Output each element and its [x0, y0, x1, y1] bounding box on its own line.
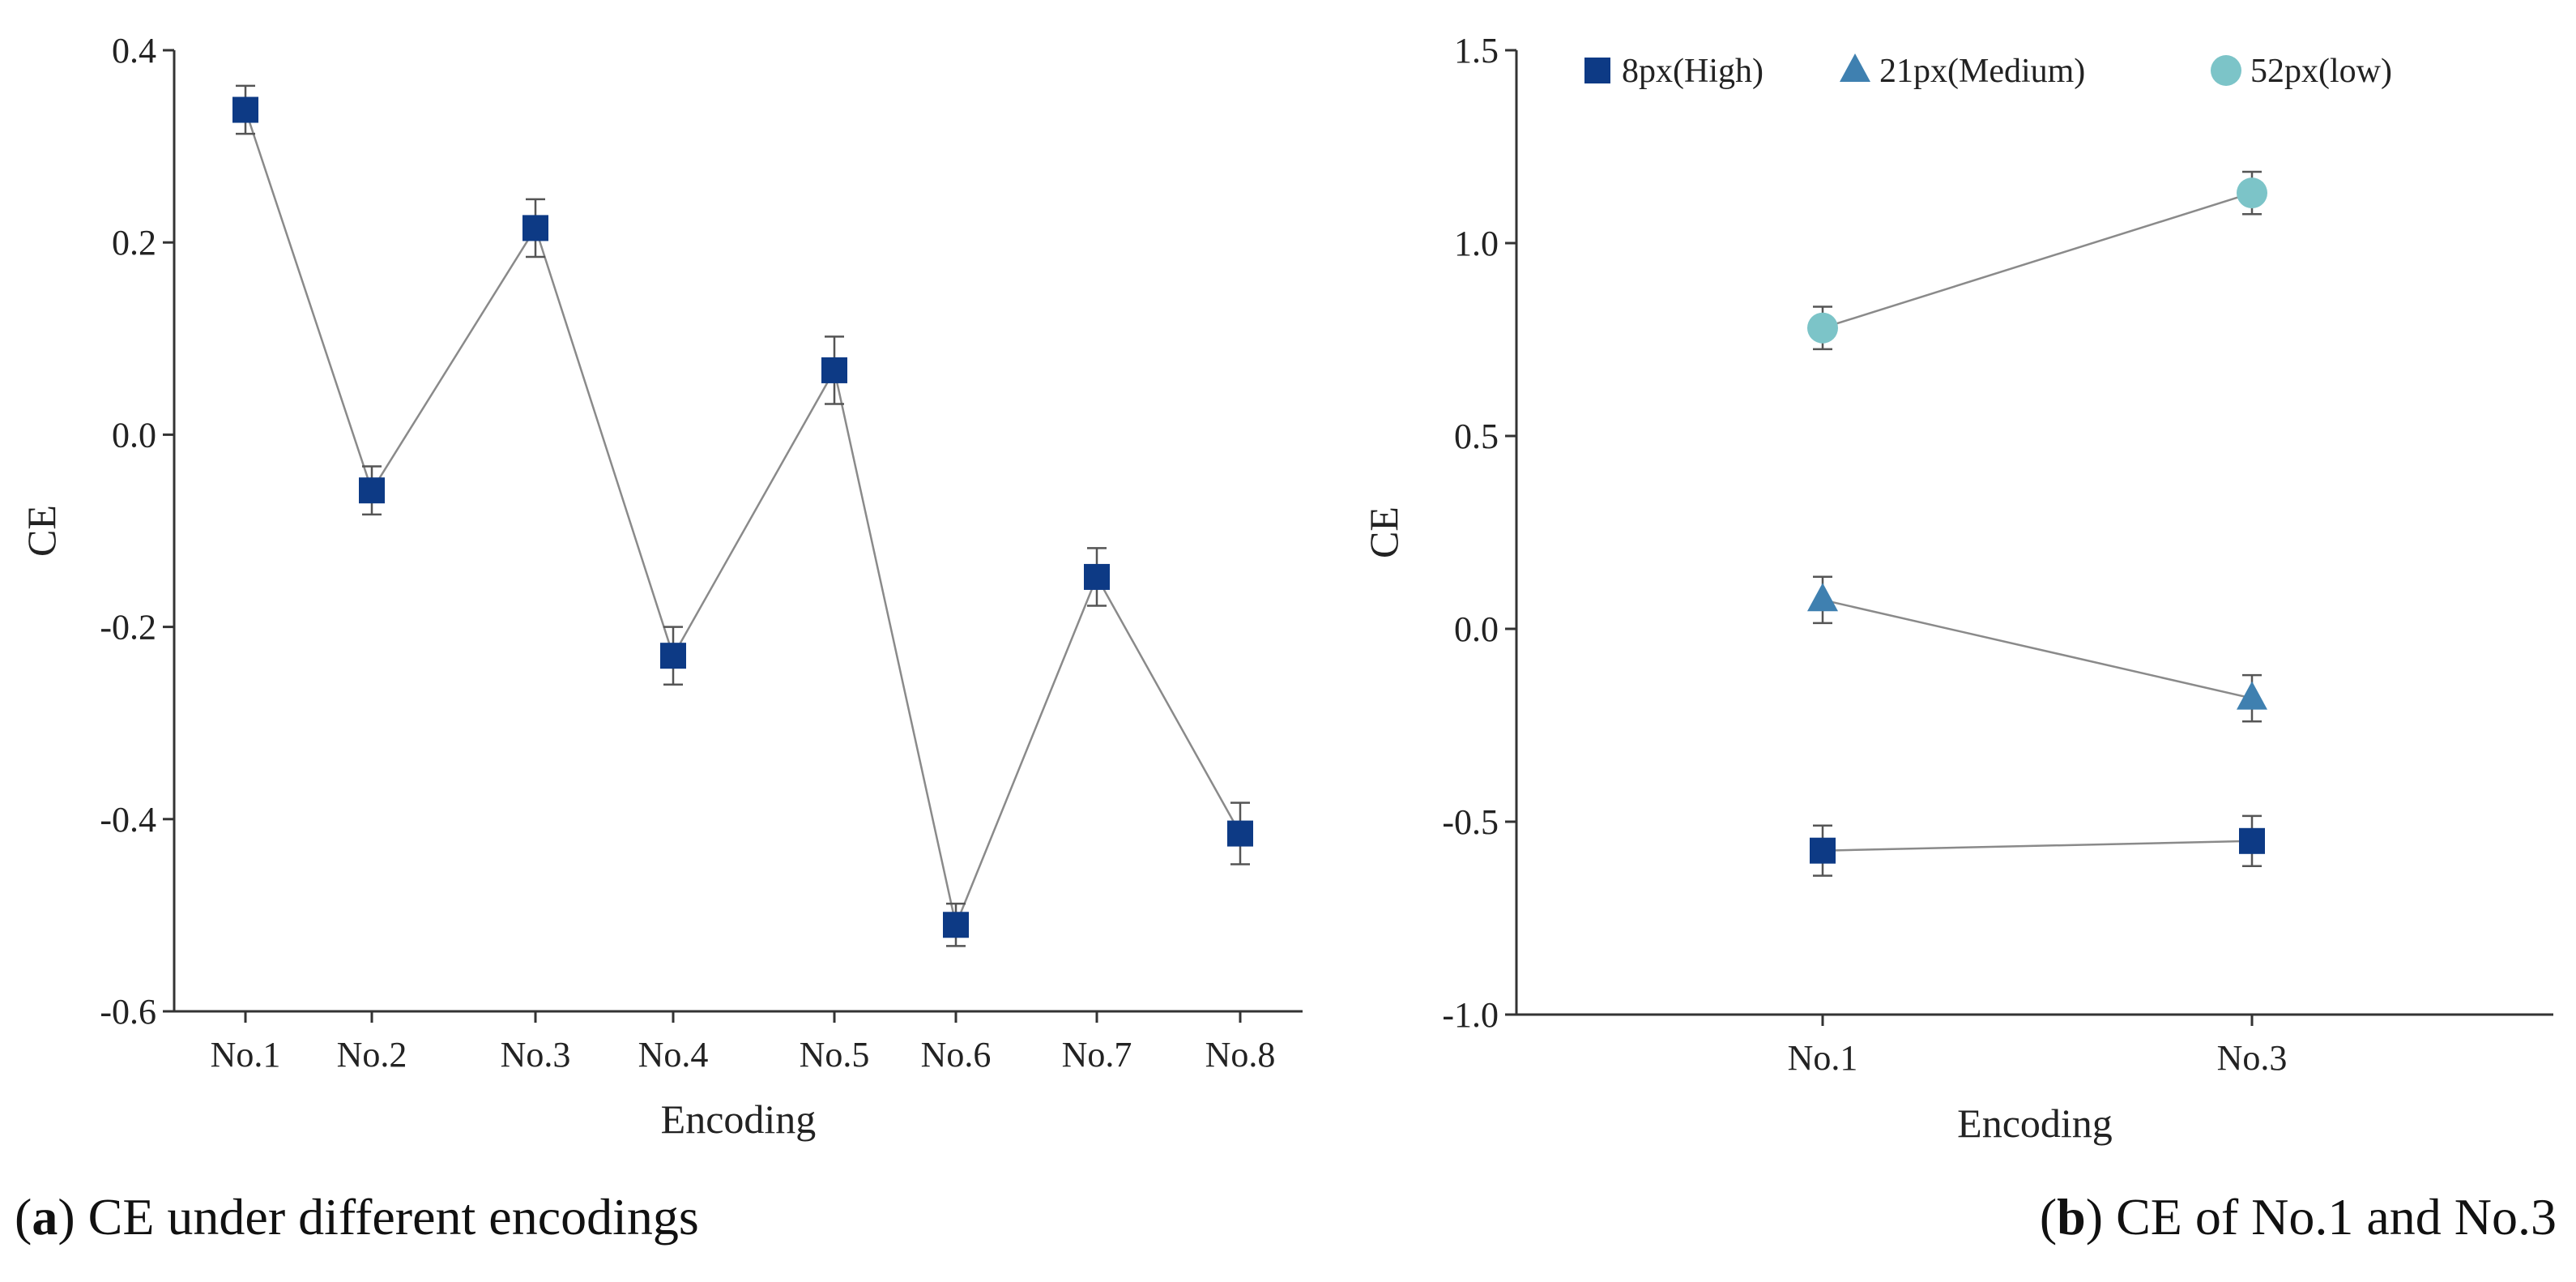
panel-a-y-tick-label: 0.2 [112, 223, 156, 263]
panel-a-data-point [821, 357, 847, 383]
panel-b-y-tick-label: -0.5 [1442, 802, 1499, 842]
panel-a-y-tick-label: -0.2 [100, 608, 156, 647]
panel-b-legend-marker [1584, 58, 1610, 83]
panel-b-series-line [1822, 840, 2253, 852]
panel-a-data-point [1227, 820, 1253, 847]
panel-a-y-tick-label: 0.4 [112, 31, 156, 71]
panel-a-x-tick-label: No.3 [501, 1035, 571, 1075]
caption-b: (b) CE of No.1 and No.3 [2039, 1188, 2557, 1246]
caption-a: (a) CE under different encodings [15, 1188, 699, 1246]
panel-a-data-point [232, 96, 258, 123]
panel-b-y-tick-label: 0.5 [1454, 417, 1499, 456]
panel-a-x-tick-label: No.2 [337, 1035, 407, 1075]
panel-b-data-point [1810, 837, 1836, 864]
panel-b-chart: 1.5 1.0 0.5 0.0 -0.5 -1.0 No.1 No.3 Encoding CE 8p… [1361, 31, 2553, 1146]
panel-a-y-tick-label: -0.4 [100, 800, 156, 840]
panel-a-y-axis-title: CE [19, 505, 64, 557]
panel-b-y-tick-label: 0.0 [1454, 609, 1499, 649]
panel-a-data-point [1084, 563, 1110, 590]
panel-a-data-point [359, 477, 385, 504]
panel-a-x-tick-label: No.1 [211, 1035, 281, 1075]
panel-b-x-axis-title: Encoding [1957, 1100, 2113, 1146]
panel-a-y-tick-label: -0.6 [100, 992, 156, 1032]
panel-b-y-axis-title: CE [1361, 506, 1406, 558]
panel-a-data-point [660, 643, 686, 669]
panel-a-x-tick-label: No.6 [921, 1035, 992, 1075]
caption-b-letter: b [2057, 1188, 2086, 1246]
panel-b-legend-label: 52px(low) [2250, 53, 2392, 90]
caption-a-text: CE under different encodings [75, 1188, 699, 1246]
panel-b-legend-marker [2211, 55, 2241, 86]
panel-b-x-tick-label: No.3 [2217, 1038, 2288, 1078]
panel-a-data-point [522, 215, 548, 241]
panel-b-data-point [2239, 827, 2265, 854]
caption-b-text: CE of No.1 and No.3 [2103, 1188, 2557, 1246]
panel-b-legend-marker [1840, 53, 1870, 82]
panel-a-x-tick-label: No.4 [638, 1035, 709, 1075]
panel-b-y-tick-label: 1.0 [1454, 224, 1499, 263]
caption-a-letter: a [32, 1188, 58, 1246]
panel-a-x-tick-label: No.5 [800, 1035, 870, 1075]
panel-a-x-tick-label: No.7 [1062, 1035, 1132, 1075]
panel-a-x-axis-title: Encoding [661, 1096, 817, 1142]
panel-b-y-tick-label: 1.5 [1454, 31, 1499, 71]
panel-b-legend-label: 8px(High) [1622, 53, 1764, 90]
panel-a-chart: 0.4 0.2 0.0 -0.2 -0.4 -0.6 No.1 No.2 No.3 No.4 No.… [19, 31, 1303, 1142]
panel-a-x-tick-label: No.8 [1205, 1035, 1276, 1075]
panel-b-data-point [1807, 583, 1838, 612]
panel-a-data-point [943, 912, 969, 938]
panel-a-y-tick-label: 0.0 [112, 415, 156, 455]
panel-b-series-line [1822, 191, 2253, 329]
panel-b-y-tick-label: -1.0 [1442, 995, 1499, 1035]
panel-a-series-line [244, 109, 1242, 929]
panel-b-legend: 8px(High) 21px(Medium) 52px(low) [1584, 53, 2392, 90]
panel-b-legend-label: 21px(Medium) [1879, 53, 2085, 90]
panel-b-data-point [2237, 681, 2267, 710]
panel-b-series-line [1822, 599, 2253, 699]
panel-b-data-point [1807, 312, 1838, 344]
panel-b-data-point [2237, 177, 2267, 209]
panel-b-x-tick-label: No.1 [1788, 1038, 1858, 1078]
